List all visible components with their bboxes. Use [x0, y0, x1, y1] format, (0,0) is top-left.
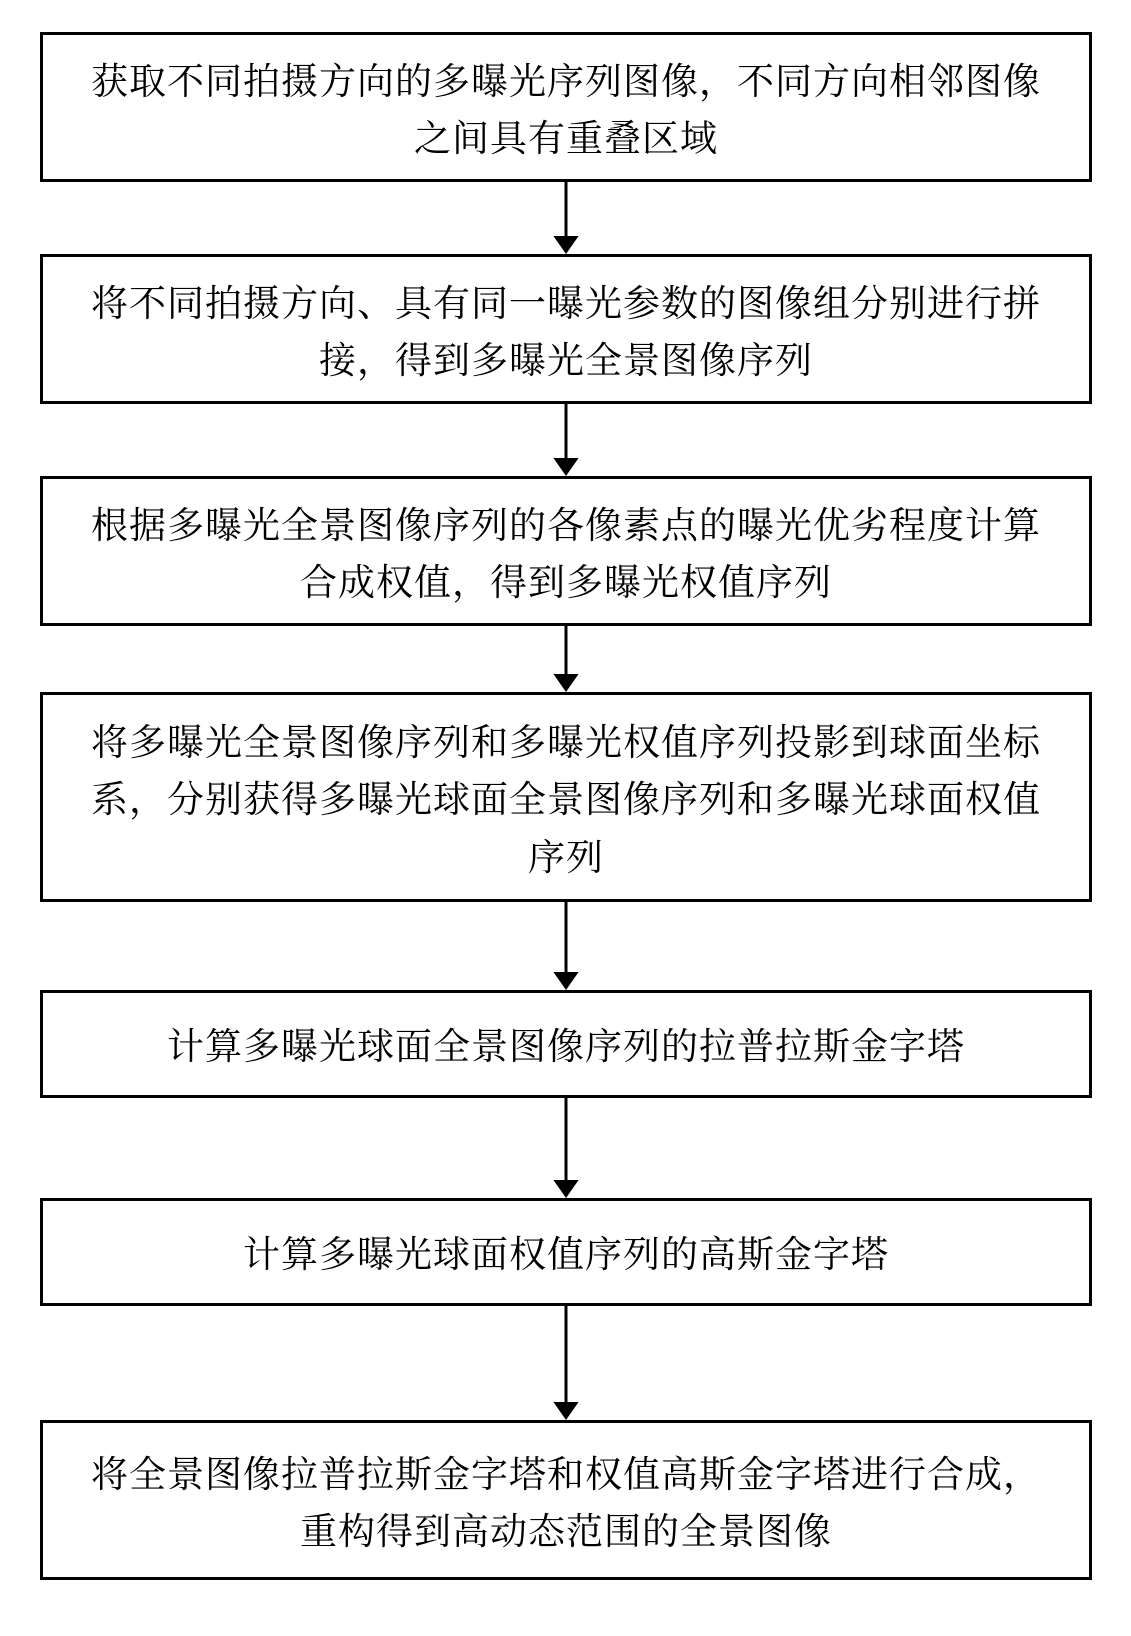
flow-node-n6: 计算多曝光球面权值序列的高斯金字塔: [40, 1198, 1092, 1306]
flow-node-text: 将全景图像拉普拉斯金字塔和权值高斯金字塔进行合成，重构得到高动态范围的全景图像: [79, 1443, 1053, 1558]
flow-node-text: 计算多曝光球面权值序列的高斯金字塔: [243, 1223, 889, 1280]
flow-node-text: 将多曝光全景图像序列和多曝光权值序列投影到球面坐标系，分别获得多曝光球面全景图像…: [79, 711, 1053, 883]
arrow-head-icon: [553, 458, 578, 476]
flowchart-canvas: 获取不同拍摄方向的多曝光序列图像，不同方向相邻图像之间具有重叠区域将不同拍摄方向…: [0, 0, 1131, 1636]
arrow-head-icon: [553, 1180, 578, 1198]
flow-node-text: 计算多曝光球面全景图像序列的拉普拉斯金字塔: [167, 1015, 965, 1072]
flow-node-n1: 获取不同拍摄方向的多曝光序列图像，不同方向相邻图像之间具有重叠区域: [40, 32, 1092, 182]
flow-node-text: 获取不同拍摄方向的多曝光序列图像，不同方向相邻图像之间具有重叠区域: [79, 50, 1053, 165]
flow-node-n3: 根据多曝光全景图像序列的各像素点的曝光优劣程度计算合成权值，得到多曝光权值序列: [40, 476, 1092, 626]
arrow-head-icon: [553, 1402, 578, 1420]
arrow-head-icon: [553, 674, 578, 692]
arrow-head-icon: [553, 972, 578, 990]
flow-node-text: 将不同拍摄方向、具有同一曝光参数的图像组分别进行拼接，得到多曝光全景图像序列: [79, 272, 1053, 387]
arrow-head-icon: [553, 236, 578, 254]
flow-node-n4: 将多曝光全景图像序列和多曝光权值序列投影到球面坐标系，分别获得多曝光球面全景图像…: [40, 692, 1092, 902]
flow-node-n5: 计算多曝光球面全景图像序列的拉普拉斯金字塔: [40, 990, 1092, 1098]
flow-node-text: 根据多曝光全景图像序列的各像素点的曝光优劣程度计算合成权值，得到多曝光权值序列: [79, 494, 1053, 609]
flow-node-n7: 将全景图像拉普拉斯金字塔和权值高斯金字塔进行合成，重构得到高动态范围的全景图像: [40, 1420, 1092, 1580]
flow-node-n2: 将不同拍摄方向、具有同一曝光参数的图像组分别进行拼接，得到多曝光全景图像序列: [40, 254, 1092, 404]
